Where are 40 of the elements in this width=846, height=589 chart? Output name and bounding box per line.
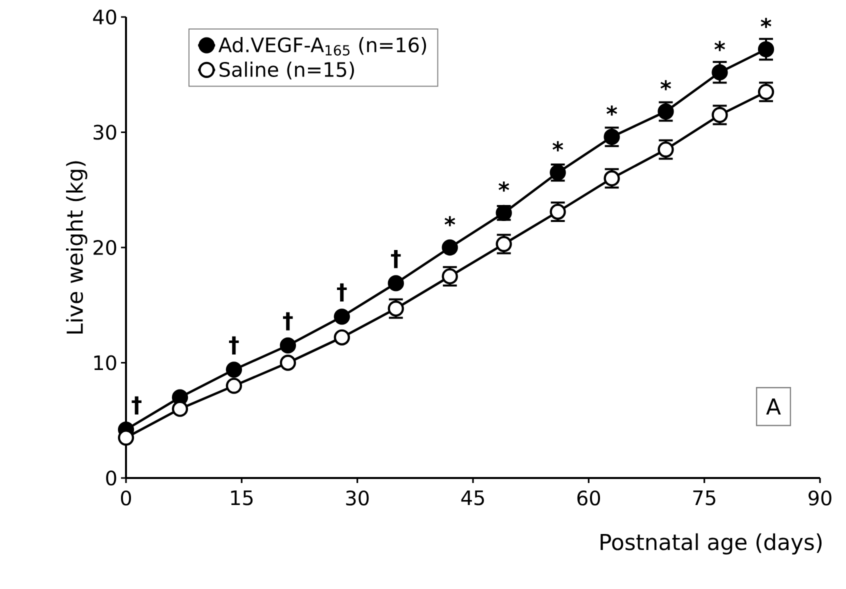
- annotation: †: [229, 336, 239, 355]
- point: [226, 378, 242, 394]
- annotation: *: [552, 141, 564, 152]
- point: [280, 337, 296, 354]
- point: [758, 41, 774, 58]
- y-axis-title: Live weight (kg): [66, 161, 88, 334]
- annotation: *: [714, 40, 726, 52]
- x-tick-label: 45: [461, 490, 484, 506]
- annotation: *: [760, 18, 772, 28]
- annotation: *: [660, 80, 672, 90]
- annotation: †: [132, 396, 142, 414]
- annotation: †: [390, 250, 401, 268]
- x-tick-label: 0: [120, 490, 132, 506]
- x-tick-label: 15: [231, 490, 253, 506]
- annotation: †: [336, 283, 347, 302]
- point: [388, 275, 404, 292]
- x-axis-title: Postnatal age (days): [600, 533, 822, 555]
- point: [118, 430, 134, 446]
- point: [442, 239, 458, 256]
- x-tick-label: 90: [808, 490, 832, 506]
- point: [226, 362, 242, 378]
- point: [334, 308, 350, 325]
- x-tick-label: 75: [693, 490, 716, 506]
- annotation: *: [498, 182, 510, 192]
- y-tick-label: 10: [94, 355, 116, 370]
- point: [334, 329, 350, 346]
- annotation: †: [283, 312, 293, 330]
- annotation: *: [606, 105, 618, 116]
- y-tick-label: 40: [93, 9, 116, 25]
- point: [712, 64, 728, 80]
- annotation: A: [766, 398, 781, 415]
- y-tick-label: 0: [106, 470, 116, 486]
- x-tick-label: 30: [346, 490, 369, 506]
- y-tick-label: 30: [94, 124, 116, 140]
- point: [280, 354, 296, 371]
- legend-label: Saline (n=15): [220, 62, 354, 80]
- x-tick-label: 60: [577, 490, 600, 506]
- annotation: *: [444, 216, 456, 226]
- y-tick-label: 20: [94, 240, 116, 256]
- legend-label: Ad.VEGF-A$_{165}$ (n=16): [218, 36, 426, 56]
